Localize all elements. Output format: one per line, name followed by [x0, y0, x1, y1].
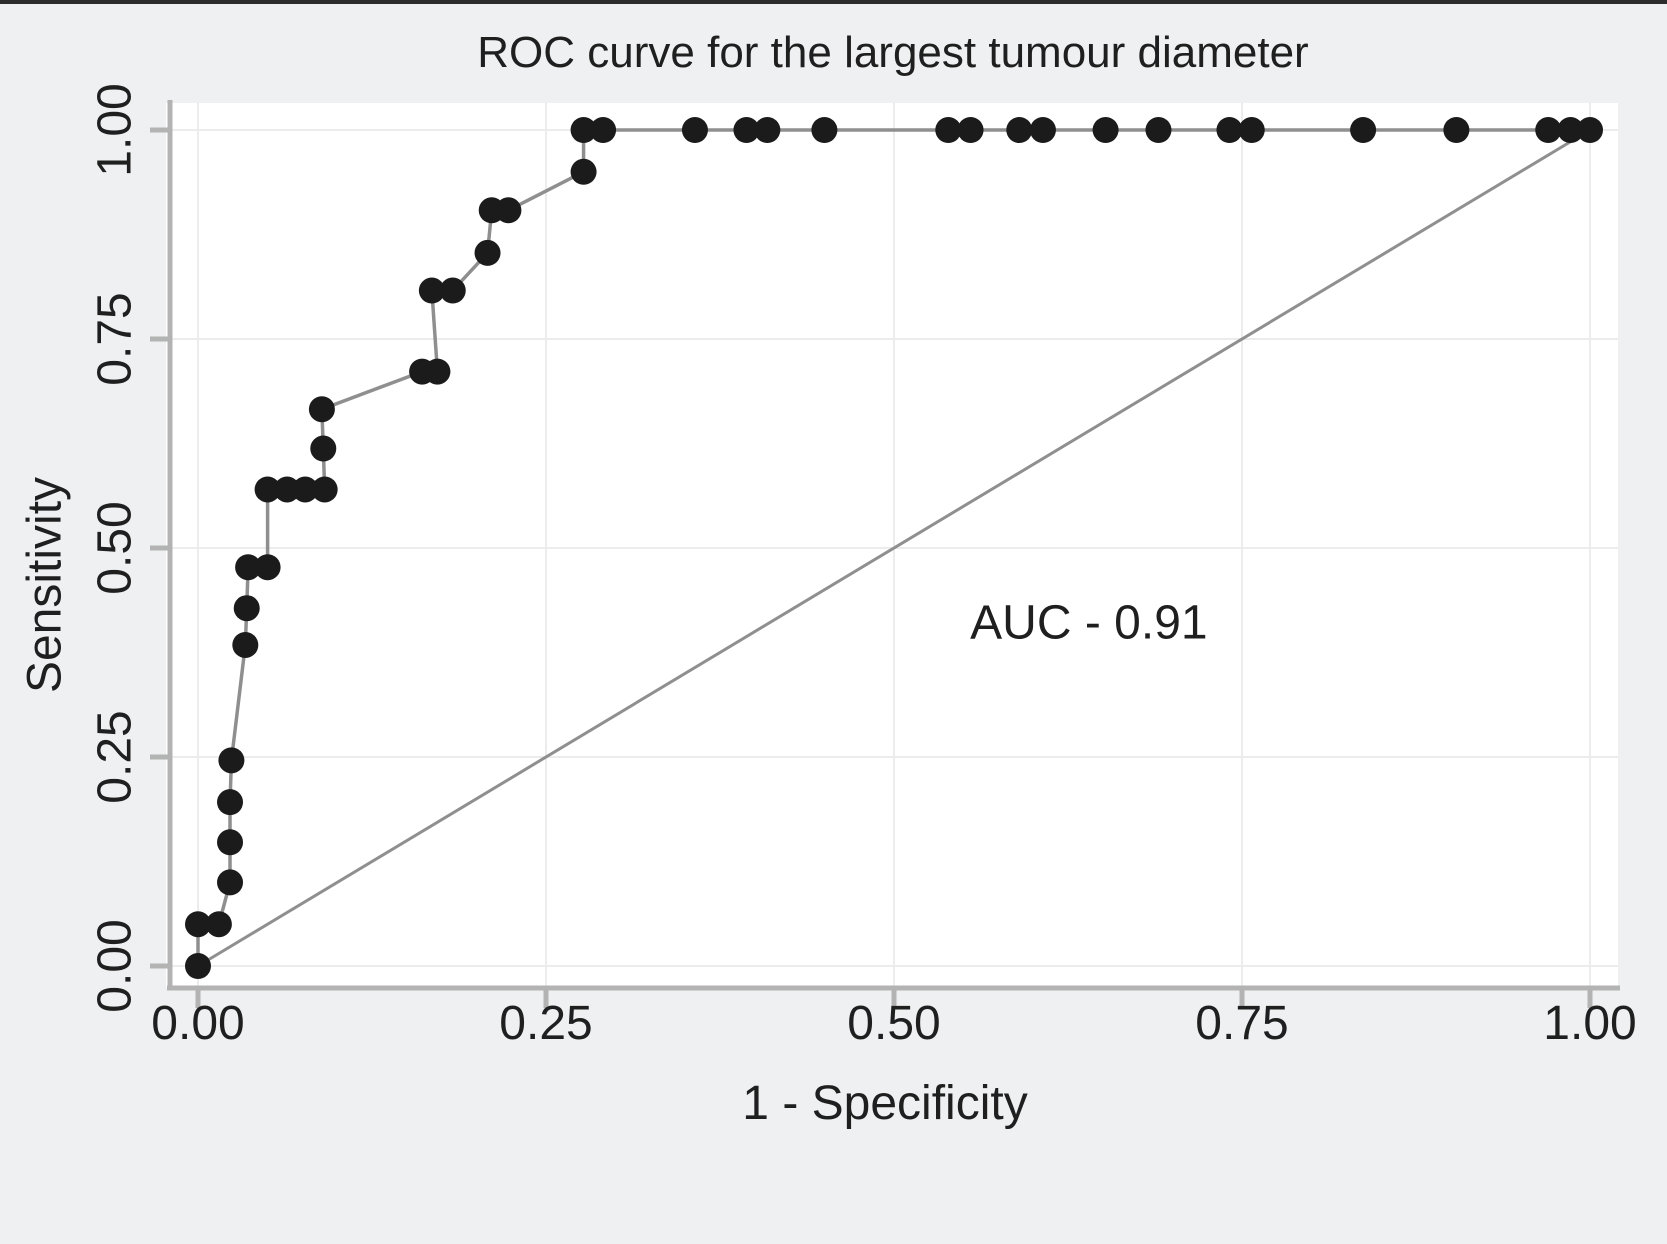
x-axis-title: 1 - Specificity: [742, 1077, 1028, 1130]
x-tick-label: 0.25: [499, 997, 593, 1050]
auc-annotation: AUC - 0.91: [970, 596, 1208, 650]
y-tick-label: 1.00: [88, 83, 142, 177]
x-tick-label: 0.00: [151, 997, 245, 1050]
y-tick-label: 0.00: [88, 919, 142, 1013]
x-tick-label: 0.75: [1195, 997, 1289, 1050]
x-tick-label: 0.50: [847, 997, 941, 1050]
x-tick-label: 1.00: [1543, 997, 1637, 1050]
chart-title: ROC curve for the largest tumour diamete…: [477, 28, 1309, 77]
y-tick-label: 0.75: [88, 292, 142, 386]
y-tick-label: 0.25: [88, 710, 142, 804]
y-tick-label: 0.50: [88, 501, 142, 595]
screenshot-top-border: [0, 0, 1667, 4]
y-axis-title: Sensitivity: [18, 476, 72, 694]
